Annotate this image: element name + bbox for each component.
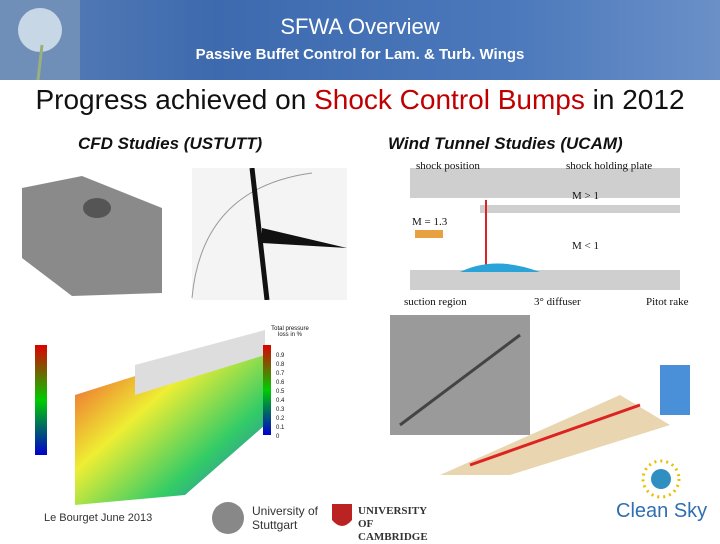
- heading-text: Progress achieved on: [35, 84, 315, 115]
- cfd-contour-image: [35, 330, 271, 505]
- colorbar-tick-label: 0.7: [276, 371, 285, 377]
- logo-text: Clean Sky: [616, 500, 708, 522]
- colorbar-tick-label: 0.4: [276, 398, 285, 404]
- figure-label: 3° diffuser: [534, 296, 581, 308]
- heading-text: in 2012: [584, 84, 685, 115]
- colorbar-ticks: 0.9 0.8 0.7 0.6 0.5 0.4 0.3 0.2 0.1 0: [276, 352, 284, 442]
- colorbar-tick-label: 0.6: [276, 380, 285, 386]
- figure-label: shock position: [416, 160, 480, 172]
- colorbar-tick-label: 0.5: [276, 389, 285, 395]
- figure-label: M < 1: [572, 240, 599, 252]
- heading-highlight: Shock Control Bumps: [314, 84, 585, 115]
- header-banner: [0, 0, 720, 80]
- figure-label: suction region: [404, 296, 467, 308]
- title: SFWA Overview: [280, 14, 440, 39]
- cambridge-shield: [332, 504, 352, 526]
- heading: Progress achieved on Shock Control Bumps…: [0, 84, 720, 116]
- subtitle: Passive Buffet Control for Lam. & Turb. …: [195, 46, 525, 63]
- colorbar-tick-label: 0: [276, 434, 280, 440]
- colorbar-tick-label: 0.1: [276, 425, 285, 431]
- column-title: CFD Studies (USTUTT): [78, 134, 263, 153]
- figure-label: M > 1: [572, 190, 599, 202]
- column-title: Wind Tunnel Studies (UCAM): [388, 134, 623, 153]
- colorbar-tick-label: 0.8: [276, 362, 285, 368]
- clean-sky-emblem: [641, 459, 681, 499]
- dandelion-image: [0, 0, 80, 80]
- colorbar-tick-label: 0.2: [276, 416, 285, 422]
- figure-label: shock holding plate: [566, 160, 653, 172]
- logo-text: UNIVERSITY OF CAMBRIDGE: [358, 505, 428, 543]
- footer-text: Le Bourget June 2013: [44, 512, 153, 524]
- stuttgart-emblem: [212, 502, 244, 534]
- wind-tunnel-images: [390, 315, 690, 475]
- cfd-mesh-image: [22, 168, 347, 300]
- colorbar-tick-label: 0.9: [276, 353, 285, 359]
- colorbar-tick-label: 0.3: [276, 407, 285, 413]
- figure-label: M = 1.3: [412, 216, 448, 228]
- wind-tunnel-schematic: [410, 168, 680, 290]
- logo-text: University of Stuttgart: [252, 504, 319, 532]
- figure-label: Total pressure loss in %: [271, 326, 309, 338]
- figure-label: Pitot rake: [646, 296, 689, 308]
